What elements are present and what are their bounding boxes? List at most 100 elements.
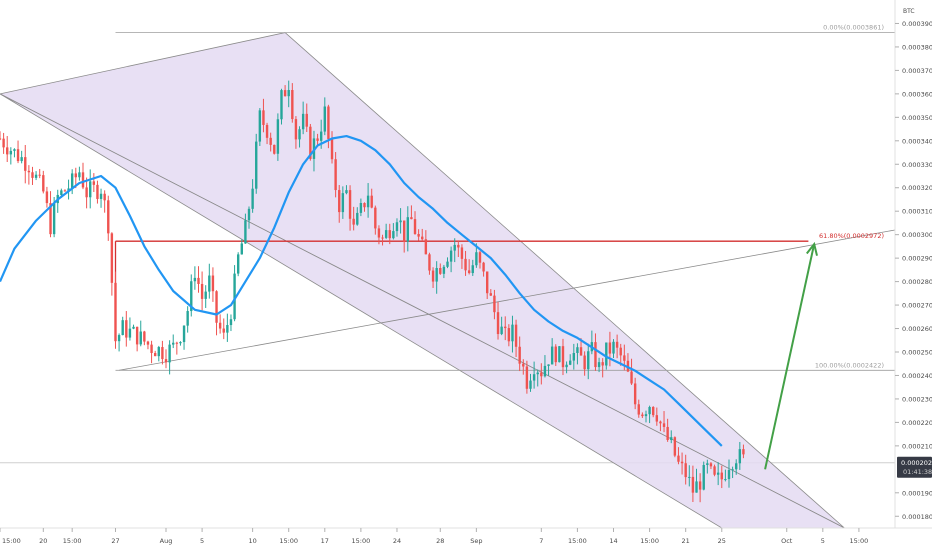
candle-body [157,347,160,357]
candle-body [384,230,388,238]
x-tick-label: 17 [321,537,329,545]
candle-body [695,481,698,493]
candle-body [186,311,189,326]
candle-body [623,355,626,361]
candle-body [262,110,265,125]
candle-body [226,325,229,333]
candle-body [507,328,511,342]
candle-body [673,437,677,456]
candle-body [92,181,96,185]
x-tick-label: 10 [248,537,256,545]
candle-body [540,372,543,377]
candle-body [641,414,644,417]
candle-body [366,195,370,208]
candle-body [431,270,435,282]
candle-body [236,254,240,274]
candle-body [352,218,355,225]
candle-body [529,380,532,389]
candle-body [619,347,622,356]
candle-body [128,328,132,338]
candle-body [615,341,619,348]
candle-body [146,341,150,345]
x-tick-label: 15:00 [640,537,659,545]
candle-body [716,472,720,475]
candle-body [377,228,381,238]
candle-body [370,195,373,208]
candle-body [211,275,215,292]
candle-body [276,119,280,154]
candle-body [655,415,659,422]
candle-body [42,175,45,192]
candle-body [569,360,572,365]
candle-body [215,291,218,323]
moving-average-layer [0,135,723,447]
candle-body [601,362,604,366]
candle-body [125,320,128,338]
candle-body [81,172,85,188]
candle-body [78,172,81,178]
candle-body [172,342,175,345]
candle-body [298,129,301,140]
x-tick-label: 14 [609,537,617,545]
x-tick-label: 28 [436,537,444,545]
candle-body [323,106,326,132]
candle-body [662,423,666,427]
candle-body [316,138,319,141]
candle-body [460,247,464,259]
candle-body [204,291,207,299]
candle-body [60,190,63,195]
candle-body [402,220,406,242]
candle-body [63,190,67,192]
candle-body [89,181,92,198]
candle-body [702,464,705,490]
candle-body [735,463,738,470]
candle-body [153,353,157,357]
candle-body [410,217,413,220]
x-tick-label: 21 [682,537,690,545]
candle-body [644,414,648,417]
candle-body [428,254,431,271]
candle-body [356,212,359,225]
candle-body [688,476,691,478]
candle-body [114,282,117,342]
candle-body [287,90,290,97]
candle-body [348,190,352,219]
candle-body [633,383,637,405]
candle-layer [0,80,745,503]
candle-body [500,326,503,335]
candle-body [576,347,579,354]
x-tick-label: 15:00 [279,537,298,545]
candle-body [24,157,27,171]
candle-body [110,233,114,283]
x-tick-label: 15:00 [63,537,82,545]
candle-body [161,347,164,360]
candle-body [572,353,576,361]
candle-body [554,346,557,363]
candle-body [139,331,142,345]
candle-body [197,277,200,284]
candle-body [698,481,702,490]
candle-body [34,174,38,178]
candle-body [200,283,204,299]
candle-body [706,463,709,465]
candle-body [132,326,135,329]
candle-body [709,463,713,467]
candle-body [233,273,236,320]
candle-body [150,344,153,354]
candle-body [52,203,56,235]
countdown-label: 01:41:38 [903,468,932,476]
moving-average-line [0,135,723,447]
candle-body [6,147,9,155]
